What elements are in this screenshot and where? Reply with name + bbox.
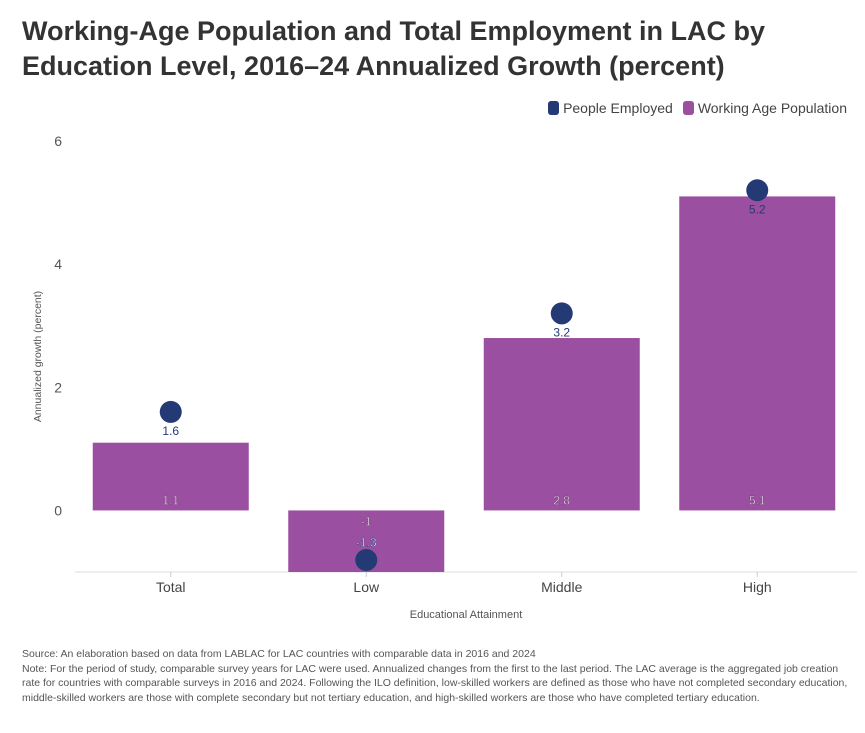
legend-label: People Employed	[563, 100, 673, 116]
y-tick-label: 4	[54, 256, 62, 272]
dot-data-label: 3.2	[553, 325, 570, 339]
dot-low	[355, 549, 378, 571]
x-tick-label: Middle	[541, 579, 582, 595]
y-tick-label: 0	[54, 502, 62, 518]
source-note: Source: An elaboration based on data fro…	[22, 648, 536, 660]
y-tick-label: 6	[54, 133, 62, 149]
dot-data-label: -1.3	[356, 535, 377, 549]
bar-middle	[483, 338, 640, 511]
legend: People Employed Working Age Population	[548, 100, 847, 116]
bar-high	[679, 196, 836, 511]
legend-item-working-age-population[interactable]: Working Age Population	[682, 100, 847, 116]
y-tick-label: 2	[54, 379, 62, 395]
legend-swatch-population	[682, 101, 694, 115]
legend-item-people-employed[interactable]: People Employed	[548, 100, 673, 116]
bar-data-label: 5.1	[749, 493, 766, 507]
chart-title: Working-Age Population and Total Employm…	[22, 16, 766, 81]
methodology-note: Note: For the period of study, comparabl…	[22, 662, 848, 704]
bar-data-label: 1.1	[162, 493, 179, 507]
notes: Source: An elaboration based on data fro…	[22, 647, 852, 705]
plot-area: 0 2 4 6 Annualized growth (percent) Education…	[32, 133, 857, 621]
x-axis-title: Educational Attainment	[410, 609, 523, 621]
legend-label: Working Age Population	[697, 100, 847, 116]
dot-high	[746, 179, 769, 202]
bar-total	[92, 442, 249, 511]
legend-swatch-employed	[548, 101, 560, 115]
x-tick-label: Total	[156, 579, 186, 595]
bar-data-label: -1	[361, 514, 372, 528]
dot-middle	[550, 302, 573, 325]
dot-data-label: 5.2	[749, 202, 766, 216]
dot-data-label: 1.6	[162, 424, 179, 438]
dot-total	[159, 400, 182, 423]
x-tick-label: Low	[353, 579, 380, 595]
x-tick-label: High	[743, 579, 772, 595]
bar-data-label: 2.8	[553, 493, 570, 507]
y-axis-title: Annualized growth (percent)	[32, 291, 44, 422]
